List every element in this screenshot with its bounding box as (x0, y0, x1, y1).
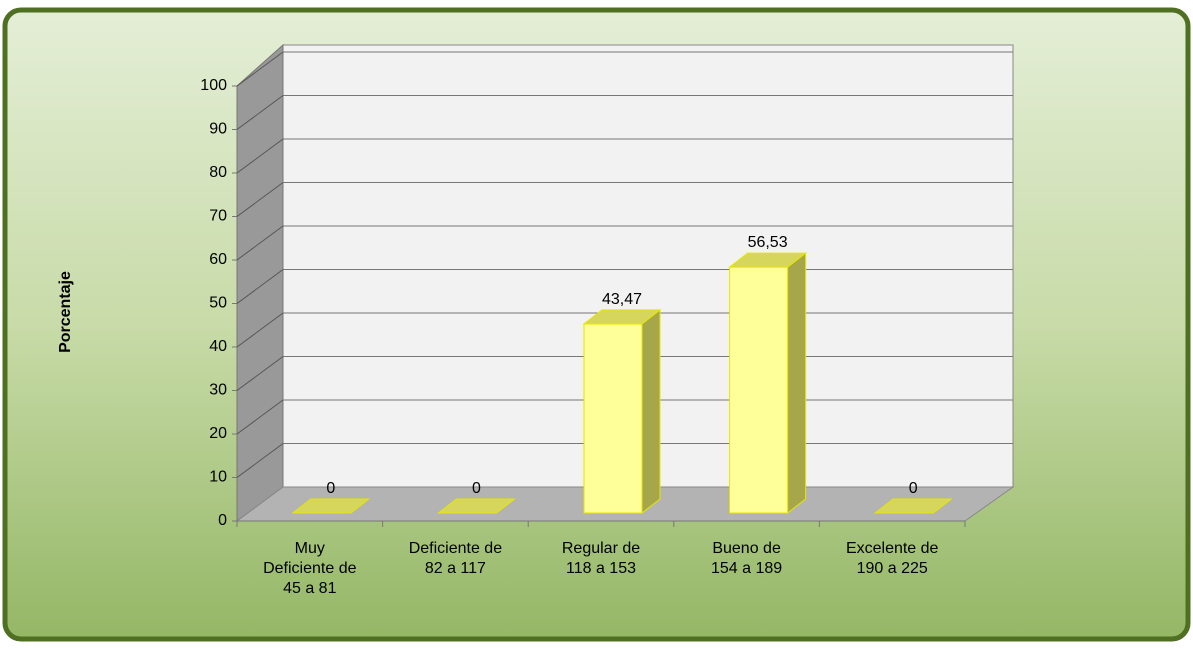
bar-top (873, 498, 953, 514)
y-axis-title: Porcentaje (57, 271, 74, 353)
bar-top (291, 498, 371, 514)
x-tick-label-line: 45 a 81 (283, 580, 336, 597)
x-tick-label-line: 154 a 189 (711, 560, 782, 577)
x-tick-label-line: Excelente de (846, 540, 939, 557)
x-tick-label-line: 82 a 117 (425, 560, 486, 577)
y-tick-label: 40 (209, 338, 227, 355)
bar-top (582, 309, 662, 325)
side-wall (236, 43, 284, 522)
side-grid-line (236, 356, 284, 391)
x-tick-label-line: Deficiente de (263, 560, 356, 577)
x-tick-label: Bueno de 154 a 189 (711, 540, 782, 577)
data-label: 0 (909, 480, 918, 497)
bar-side (787, 252, 807, 515)
x-tick-label-line: Muy (295, 540, 325, 557)
y-tick-label: 20 (209, 425, 227, 442)
side-grid-line (236, 51, 284, 87)
bar-top (436, 498, 516, 514)
bar-top (728, 252, 808, 268)
x-tick-label: Deficiente de 82 a 117 (409, 540, 502, 577)
x-tick-label: Excelente de 190 a 225 (846, 540, 939, 577)
y-tick-label: 80 (209, 164, 227, 181)
x-tick-label-line: 190 a 225 (857, 560, 928, 577)
y-tick-label: 0 (218, 512, 227, 529)
side-grid-line (236, 399, 284, 435)
side-grid-line (236, 182, 284, 217)
side-grid-line (236, 269, 284, 304)
side-grid-line (236, 443, 284, 478)
x-tick-label-line: 118 a 153 (566, 560, 636, 577)
data-label: 0 (326, 480, 335, 497)
y-tick-label: 10 (209, 469, 227, 486)
side-grid-line (236, 138, 284, 174)
data-label: 56,53 (748, 234, 788, 251)
side-grid-line (236, 312, 284, 348)
y-tick-label: 30 (209, 382, 227, 399)
x-tick-label: Regular de 118 a 153 (562, 540, 640, 577)
data-label: 0 (472, 480, 481, 497)
y-tick-label: 100 (200, 77, 227, 94)
side-grid-line (236, 95, 284, 130)
bar (583, 323, 643, 514)
side-grid-line (236, 225, 284, 261)
x-tick-label-line: Deficiente de (409, 540, 502, 557)
y-tick-label: 70 (209, 208, 227, 225)
y-tick-label: 60 (209, 251, 227, 268)
y-tick-label: 90 (209, 121, 227, 138)
bar (729, 266, 789, 514)
x-tick-label-line: Bueno de (712, 540, 781, 557)
data-label: 43,47 (602, 291, 642, 308)
x-tick-label-line: Regular de (562, 540, 640, 557)
bar-side (641, 308, 661, 515)
y-tick-label: 50 (209, 295, 227, 312)
x-tick-label: Muy Deficiente de 45 a 81 (263, 540, 356, 597)
